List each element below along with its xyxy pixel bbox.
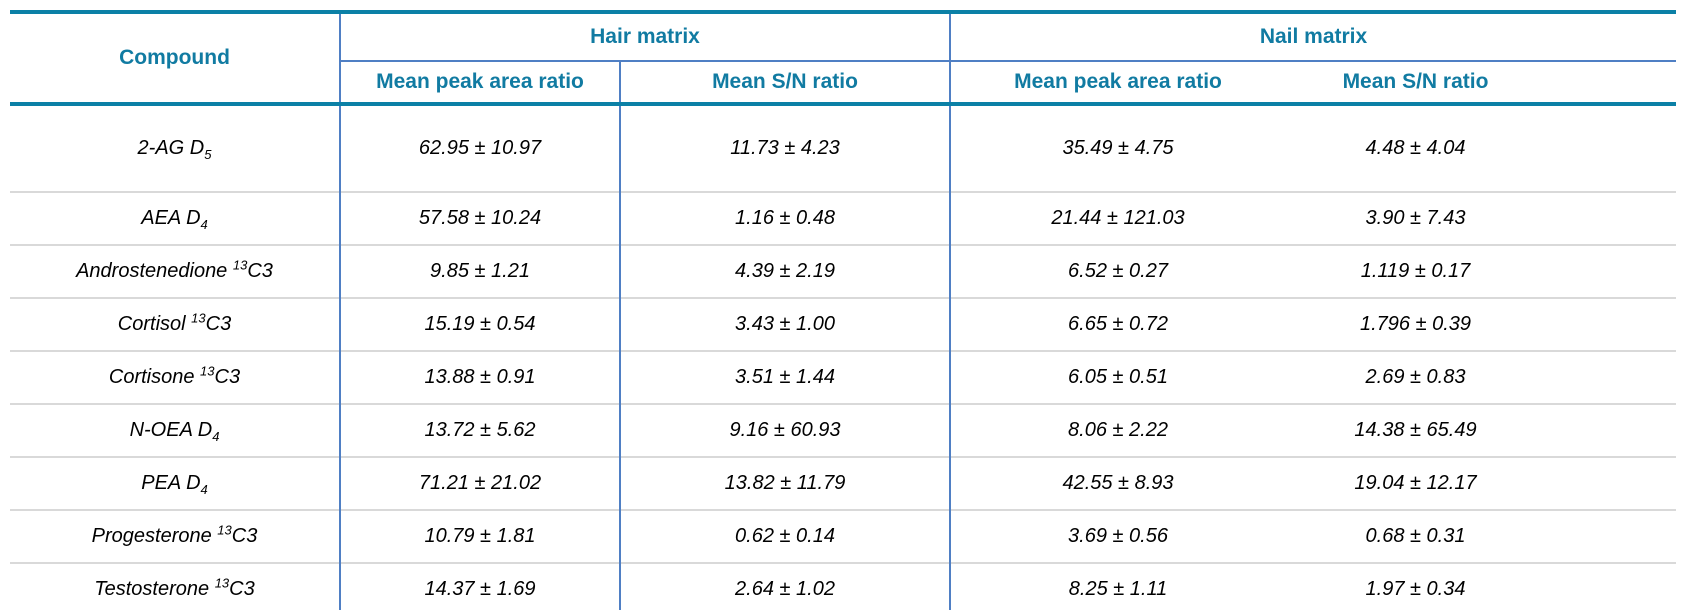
hair-mean-sn-cell: 13.82 ± 11.79 — [620, 456, 951, 510]
nail-mean-sn-cell: 19.04 ± 12.17 — [1285, 456, 1677, 510]
nail-mean-sn-cell: 2.69 ± 0.83 — [1285, 350, 1677, 404]
column-group-hair-matrix: Hair matrix — [340, 12, 951, 62]
compound-cell: N-OEA D4 — [10, 403, 341, 457]
table-row: AEA D4 57.58 ± 10.24 1.16 ± 0.48 21.44 ± 12… — [10, 191, 1677, 245]
table-row: PEA D4 71.21 ± 21.02 13.82 ± 11.79 42.55 ± … — [10, 456, 1677, 510]
table-row: N-OEA D4 13.72 ± 5.62 9.16 ± 60.93 8.06 ± 2… — [10, 403, 1677, 457]
hair-mean-sn-cell: 0.62 ± 0.14 — [620, 509, 951, 563]
hair-mean-peak-area-cell: 13.72 ± 5.62 — [340, 403, 621, 457]
hair-mean-sn-cell: 3.43 ± 1.00 — [620, 297, 951, 351]
compound-cell: Cortisol 13C3 — [10, 297, 341, 351]
hair-mean-sn-cell: 4.39 ± 2.19 — [620, 244, 951, 298]
nail-mean-sn-cell: 1.97 ± 0.34 — [1285, 562, 1677, 610]
column-header-hair-mean-sn-ratio: Mean S/N ratio — [620, 61, 951, 106]
table-row: Androstenedione 13C3 9.85 ± 1.21 4.39 ± 2.… — [10, 244, 1677, 298]
table-body: 2-AG D5 62.95 ± 10.97 11.73 ± 4.23 35.49 ± … — [10, 103, 1677, 610]
compound-cell: Testosterone 13C3 — [10, 562, 341, 610]
table-row: Testosterone 13C3 14.37 ± 1.69 2.64 ± 1.02… — [10, 562, 1677, 610]
column-header-nail-mean-peak-area-ratio: Mean peak area ratio — [950, 61, 1285, 106]
hair-mean-peak-area-cell: 71.21 ± 21.02 — [340, 456, 621, 510]
hair-mean-peak-area-cell: 15.19 ± 0.54 — [340, 297, 621, 351]
compound-cell: PEA D4 — [10, 456, 341, 510]
header-sub-row: Mean peak area ratio Mean S/N ratio Mean… — [10, 61, 1677, 106]
matrix-comparison-table: Compound Hair matrix Nail matrix Mean pe… — [10, 10, 1677, 610]
nail-mean-sn-cell: 0.68 ± 0.31 — [1285, 509, 1677, 563]
hair-mean-peak-area-cell: 13.88 ± 0.91 — [340, 350, 621, 404]
compound-cell: Cortisone 13C3 — [10, 350, 341, 404]
hair-mean-sn-cell: 2.64 ± 1.02 — [620, 562, 951, 610]
column-header-nail-mean-sn-ratio: Mean S/N ratio — [1285, 61, 1677, 106]
nail-mean-peak-area-cell: 42.55 ± 8.93 — [950, 456, 1285, 510]
hair-mean-peak-area-cell: 14.37 ± 1.69 — [340, 562, 621, 610]
table-row: 2-AG D5 62.95 ± 10.97 11.73 ± 4.23 35.49 ± … — [10, 103, 1677, 192]
nail-mean-peak-area-cell: 6.65 ± 0.72 — [950, 297, 1285, 351]
table-header: Compound Hair matrix Nail matrix Mean pe… — [10, 12, 1677, 106]
column-header-compound: Compound — [10, 12, 341, 106]
table-row: Progesterone 13C3 10.79 ± 1.81 0.62 ± 0.14… — [10, 509, 1677, 563]
nail-mean-sn-cell: 4.48 ± 4.04 — [1285, 103, 1677, 192]
hair-mean-sn-cell: 3.51 ± 1.44 — [620, 350, 951, 404]
hair-mean-peak-area-cell: 57.58 ± 10.24 — [340, 191, 621, 245]
table-row: Cortisol 13C3 15.19 ± 0.54 3.43 ± 1.00 6.65… — [10, 297, 1677, 351]
hair-mean-peak-area-cell: 62.95 ± 10.97 — [340, 103, 621, 192]
hair-mean-peak-area-cell: 9.85 ± 1.21 — [340, 244, 621, 298]
nail-mean-peak-area-cell: 21.44 ± 121.03 — [950, 191, 1285, 245]
hair-mean-sn-cell: 9.16 ± 60.93 — [620, 403, 951, 457]
nail-mean-sn-cell: 14.38 ± 65.49 — [1285, 403, 1677, 457]
hair-mean-peak-area-cell: 10.79 ± 1.81 — [340, 509, 621, 563]
nail-mean-peak-area-cell: 6.52 ± 0.27 — [950, 244, 1285, 298]
column-header-hair-mean-peak-area-ratio: Mean peak area ratio — [340, 61, 621, 106]
nail-mean-sn-cell: 1.119 ± 0.17 — [1285, 244, 1677, 298]
nail-mean-sn-cell: 1.796 ± 0.39 — [1285, 297, 1677, 351]
hair-mean-sn-cell: 11.73 ± 4.23 — [620, 103, 951, 192]
compound-cell: AEA D4 — [10, 191, 341, 245]
nail-mean-peak-area-cell: 35.49 ± 4.75 — [950, 103, 1285, 192]
compound-cell: 2-AG D5 — [10, 103, 341, 192]
nail-mean-peak-area-cell: 8.06 ± 2.22 — [950, 403, 1285, 457]
table-row: Cortisone 13C3 13.88 ± 0.91 3.51 ± 1.44 6.0… — [10, 350, 1677, 404]
nail-mean-sn-cell: 3.90 ± 7.43 — [1285, 191, 1677, 245]
compound-cell: Progesterone 13C3 — [10, 509, 341, 563]
nail-mean-peak-area-cell: 6.05 ± 0.51 — [950, 350, 1285, 404]
hair-mean-sn-cell: 1.16 ± 0.48 — [620, 191, 951, 245]
header-group-row: Compound Hair matrix Nail matrix — [10, 12, 1677, 106]
nail-mean-peak-area-cell: 8.25 ± 1.11 — [950, 562, 1285, 610]
compound-cell: Androstenedione 13C3 — [10, 244, 341, 298]
column-group-nail-matrix: Nail matrix — [950, 12, 1677, 62]
nail-mean-peak-area-cell: 3.69 ± 0.56 — [950, 509, 1285, 563]
